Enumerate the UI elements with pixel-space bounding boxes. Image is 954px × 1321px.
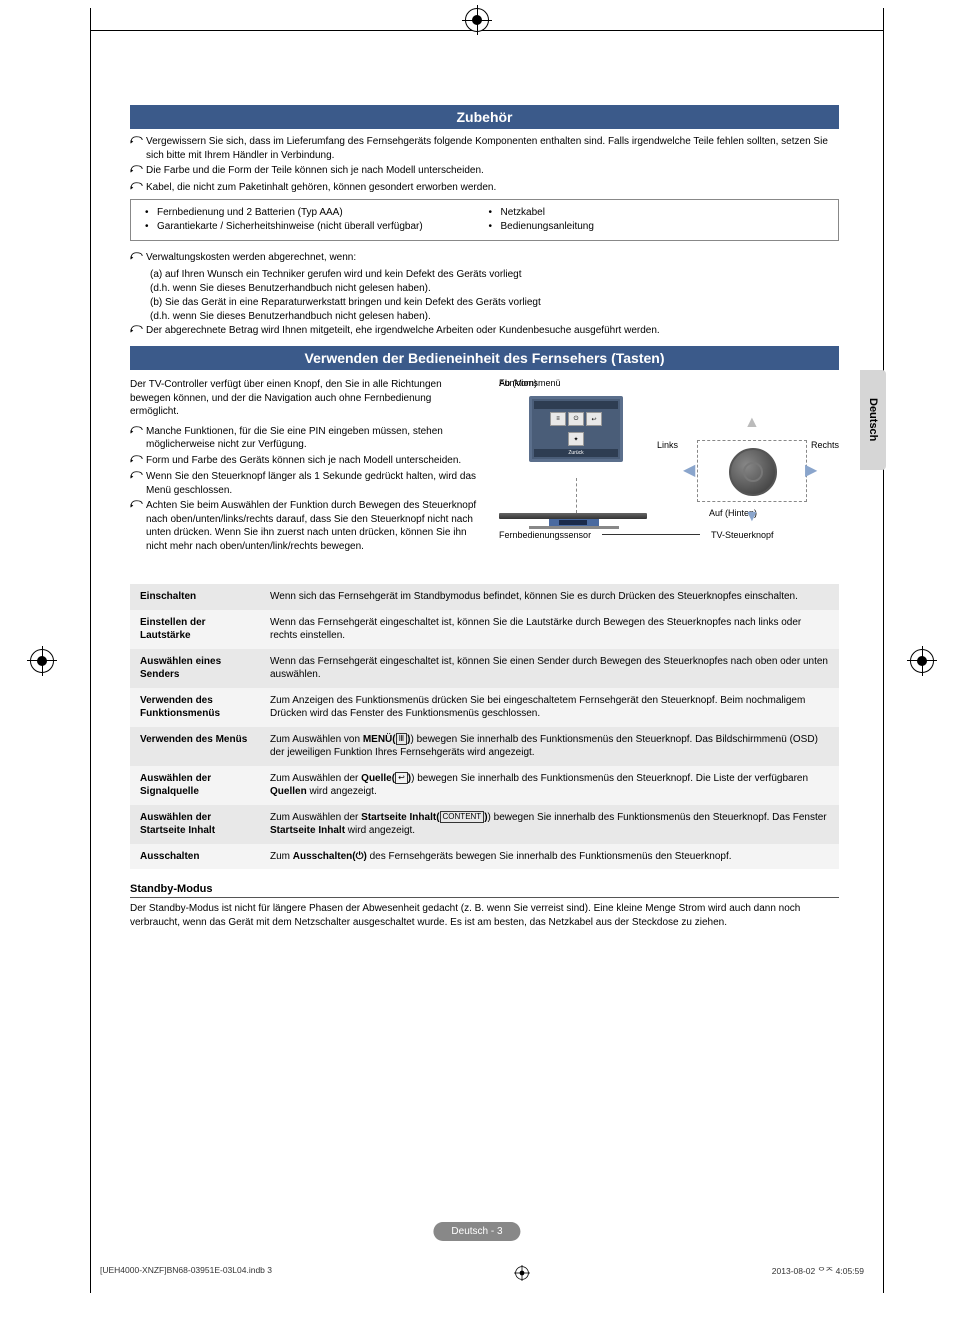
note-icon <box>130 454 146 469</box>
registration-mark-right <box>910 649 934 673</box>
table-cell-label: Ausschalten <box>130 844 260 870</box>
table-cell-label: Verwenden des Menüs <box>130 727 260 766</box>
sub-item: (b) Sie das Gerät in eine Reparaturwerks… <box>130 296 839 310</box>
table-row: EinschaltenWenn sich das Fernsehgerät im… <box>130 584 839 610</box>
table-cell-label: Verwenden des Funktionsmenüs <box>130 688 260 727</box>
note-text: Wenn Sie den Steuerknopf länger als 1 Se… <box>146 470 481 497</box>
table-cell-desc: Wenn das Fernsehgerät eingeschaltet ist,… <box>260 610 839 649</box>
table-cell-desc: Zum Ausschalten(⏻) des Fernsehgeräts bew… <box>260 844 839 870</box>
accessory-item: Bedienungsanleitung <box>485 220 829 234</box>
table-cell-desc: Zum Auswählen der Quelle(↩)) bewegen Sie… <box>260 766 839 805</box>
note: Wenn Sie den Steuerknopf länger als 1 Se… <box>130 470 481 497</box>
section-heading-accessories: Zubehör <box>130 105 839 129</box>
table-cell-label: Auswählen eines Senders <box>130 649 260 688</box>
accessory-item: Fernbedienung und 2 Batterien (Typ AAA) <box>141 206 485 220</box>
registration-mark-left <box>30 649 54 673</box>
table-cell-desc: Zum Anzeigen des Funktionsmenüs drücken … <box>260 688 839 727</box>
sub-item: (d.h. wenn Sie dieses Benutzerhandbuch n… <box>130 310 839 324</box>
note-icon <box>130 324 146 339</box>
table-row: Verwenden des FunktionsmenüsZum Anzeigen… <box>130 688 839 727</box>
table-cell-desc: Zum Auswählen der Startseite Inhalt(CONT… <box>260 805 839 844</box>
table-row: Auswählen der Startseite InhaltZum Auswä… <box>130 805 839 844</box>
controller-diagram: Funktionsmenü Ab (Vorn) Links Rechts Auf… <box>499 378 839 568</box>
print-footer-right: 2013-08-02 ᄋᄌ 4:05:59 <box>772 1265 864 1281</box>
functions-table: EinschaltenWenn sich das Fernsehgerät im… <box>130 584 839 869</box>
accessories-box: Fernbedienung und 2 Batterien (Typ AAA) … <box>130 199 839 241</box>
table-cell-label: Einstellen der Lautstärke <box>130 610 260 649</box>
table-cell-desc: Wenn das Fernsehgerät eingeschaltet ist,… <box>260 649 839 688</box>
note-icon <box>130 499 146 514</box>
diagram-label: Fernbedienungssensor <box>499 530 591 540</box>
note: Achten Sie beim Auswählen der Funktion d… <box>130 499 481 553</box>
menu-box-illustration: ≡ ⏻ ↩ ✦ Zurück <box>529 396 623 462</box>
note-text: Achten Sie beim Auswählen der Funktion d… <box>146 499 481 553</box>
table-cell-desc: Wenn sich das Fernsehgerät im Standbymod… <box>260 584 839 610</box>
table-cell-label: Einschalten <box>130 584 260 610</box>
table-row: Verwenden des MenüsZum Auswählen von MEN… <box>130 727 839 766</box>
table-cell-label: Auswählen der Signalquelle <box>130 766 260 805</box>
note-icon <box>130 470 146 485</box>
note-icon <box>130 425 146 440</box>
note-text: Manche Funktionen, für die Sie eine PIN … <box>146 425 481 452</box>
page-content: Zubehör Vergewissern Sie sich, dass im L… <box>130 105 839 929</box>
accessory-item: Garantiekarte / Sicherheitshinweise (nic… <box>141 220 485 234</box>
registration-mark-bottom <box>514 1265 530 1281</box>
note-text: Form und Farbe des Geräts können sich je… <box>146 454 461 468</box>
note-text: Verwaltungskosten werden abgerechnet, we… <box>146 251 356 265</box>
note: Form und Farbe des Geräts können sich je… <box>130 454 481 469</box>
note-text: Kabel, die nicht zum Paketinhalt gehören… <box>146 181 496 195</box>
standby-body: Der Standby-Modus ist nicht für längere … <box>130 902 839 929</box>
section-heading-controller: Verwenden der Bedieneinheit des Fernsehe… <box>130 346 839 370</box>
controller-intro: Der TV-Controller verfügt über einen Kno… <box>130 378 481 419</box>
note-text: Die Farbe und die Form der Teile können … <box>146 164 484 178</box>
page-number-pill: Deutsch - 3 <box>433 1222 520 1241</box>
table-cell-desc: Zum Auswählen von MENÜ(Ⅲ)) bewegen Sie i… <box>260 727 839 766</box>
note-icon <box>130 181 146 196</box>
note-icon <box>130 251 146 266</box>
note-text: Vergewissern Sie sich, dass im Lieferumf… <box>146 135 839 162</box>
note: Der abgerechnete Betrag wird Ihnen mitge… <box>130 324 839 339</box>
note: Kabel, die nicht zum Paketinhalt gehören… <box>130 181 839 196</box>
table-row: AusschaltenZum Ausschalten(⏻) des Fernse… <box>130 844 839 870</box>
registration-mark-top <box>465 8 489 32</box>
note: Manche Funktionen, für die Sie eine PIN … <box>130 425 481 452</box>
tv-base-illustration <box>529 526 619 529</box>
diagram-label: Links <box>657 440 678 450</box>
language-tab: Deutsch <box>860 370 886 470</box>
note-icon <box>130 135 146 150</box>
print-footer: [UEH4000-XNZF]BN68-03951E-03L04.indb 3 2… <box>100 1265 864 1281</box>
note: Verwaltungskosten werden abgerechnet, we… <box>130 251 839 266</box>
note-text: Der abgerechnete Betrag wird Ihnen mitge… <box>146 324 660 338</box>
sub-item: (d.h. wenn Sie dieses Benutzerhandbuch n… <box>130 282 839 296</box>
accessory-item: Netzkabel <box>485 206 829 220</box>
note-icon <box>130 164 146 179</box>
sub-item: (a) auf Ihren Wunsch ein Techniker geruf… <box>130 268 839 282</box>
table-cell-label: Auswählen der Startseite Inhalt <box>130 805 260 844</box>
controller-knob-illustration: ▲ ▼ ◀ ▶ <box>689 408 819 538</box>
diagram-label: Ab (Vorn) <box>499 378 537 388</box>
table-row: Auswählen eines SendersWenn das Fernsehg… <box>130 649 839 688</box>
table-row: Einstellen der LautstärkeWenn das Fernse… <box>130 610 839 649</box>
print-footer-left: [UEH4000-XNZF]BN68-03951E-03L04.indb 3 <box>100 1265 272 1281</box>
note: Die Farbe und die Form der Teile können … <box>130 164 839 179</box>
tv-sensor-illustration <box>559 520 587 525</box>
standby-heading: Standby-Modus <box>130 883 839 898</box>
note: Vergewissern Sie sich, dass im Lieferumf… <box>130 135 839 162</box>
table-row: Auswählen der SignalquelleZum Auswählen … <box>130 766 839 805</box>
